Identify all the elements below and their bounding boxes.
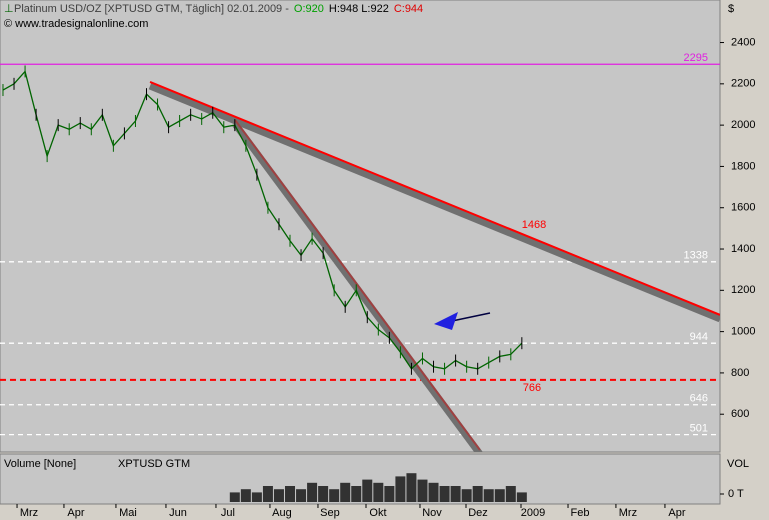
arrow-shaft — [451, 312, 491, 322]
chart-title: Platinum USD/OZ [XPTUSD GTM, Täglich] 02… — [14, 3, 289, 15]
trendline — [149, 81, 720, 316]
volume-bar — [229, 492, 240, 502]
x-tick-label: Okt — [369, 507, 386, 519]
volume-bar — [439, 486, 450, 502]
trendline-shadow — [232, 121, 483, 452]
source: © www.tradesignalonline.com — [4, 18, 148, 30]
close-label: C:944 — [394, 3, 423, 15]
y-tick-label: 1400 — [731, 243, 755, 255]
volume-bar — [406, 473, 417, 502]
volume-bar — [461, 489, 472, 502]
volume-bar — [285, 486, 296, 502]
x-tick-label: Apr — [67, 507, 84, 519]
volume-bar — [472, 486, 483, 502]
x-tick-label: Nov — [422, 507, 442, 519]
x-tick-label: Feb — [571, 507, 590, 519]
volume-bar — [351, 486, 362, 502]
y-tick-label: 600 — [731, 408, 749, 420]
volume-bar — [494, 489, 505, 502]
volume-bar — [395, 476, 406, 502]
volume-bar — [373, 482, 384, 502]
volume-bar — [450, 486, 461, 502]
volume-bar — [428, 482, 439, 502]
x-tick-label: Aug — [272, 507, 292, 519]
level-label: 766 — [523, 382, 541, 394]
x-tick-label: Sep — [320, 507, 340, 519]
open-label: O:920 — [294, 3, 324, 15]
x-tick-label: Jun — [169, 507, 187, 519]
x-tick-label: Apr — [668, 507, 685, 519]
volume-bar — [240, 489, 251, 502]
level-label: 2295 — [684, 52, 708, 64]
volume-bar — [329, 489, 340, 502]
volume-bar — [505, 486, 516, 502]
volume-bar — [273, 489, 284, 502]
volume-bar — [307, 482, 318, 502]
y-tick-label: 800 — [731, 367, 749, 379]
y-tick-label: 1600 — [731, 202, 755, 214]
volume-bar — [417, 479, 428, 502]
high-low-label: H:948 L:922 — [329, 3, 389, 15]
currency: $ — [728, 3, 734, 15]
trendline-label: 1468 — [522, 219, 546, 231]
level-label: 646 — [690, 393, 708, 405]
y-tick-label: 1200 — [731, 284, 755, 296]
level-label: 1338 — [684, 250, 708, 262]
volume-bar — [516, 492, 527, 502]
x-tick-label: Mai — [119, 507, 137, 519]
volume-title: Volume [None] — [4, 458, 76, 470]
x-tick-label: Dez — [468, 507, 488, 519]
y-tick-label: 1000 — [731, 326, 755, 338]
x-tick-label: Mrz — [20, 507, 38, 519]
volume-bar — [318, 486, 329, 502]
volume-bar — [262, 486, 273, 502]
x-tick-label: Mrz — [619, 507, 637, 519]
volume-bar — [340, 482, 351, 502]
x-tick-label: Jul — [221, 507, 235, 519]
volume-bar — [384, 486, 395, 502]
price-panel — [0, 0, 721, 453]
price-line — [2, 70, 523, 370]
volume-bar — [296, 489, 307, 502]
level-label: 944 — [690, 331, 708, 343]
volume-tick-label: 0 T — [728, 488, 744, 500]
x-tick-label: 2009 — [521, 507, 545, 519]
trendline — [234, 119, 481, 451]
volume-axis-label: VOL — [727, 458, 749, 470]
y-tick-label: 2200 — [731, 78, 755, 90]
volume-symbol: XPTUSD GTM — [118, 458, 190, 470]
level-label: 501 — [690, 423, 708, 435]
y-tick-label: 2400 — [731, 36, 755, 48]
arrow-head — [434, 312, 458, 330]
trendline-shadow — [148, 82, 720, 323]
y-tick-label: 1800 — [731, 160, 755, 172]
volume-bar — [483, 489, 494, 502]
arrow — [434, 312, 491, 330]
icon: ⊥ — [4, 3, 14, 15]
volume-bar — [251, 492, 262, 502]
y-tick-label: 2000 — [731, 119, 755, 131]
volume-bar — [362, 479, 373, 502]
